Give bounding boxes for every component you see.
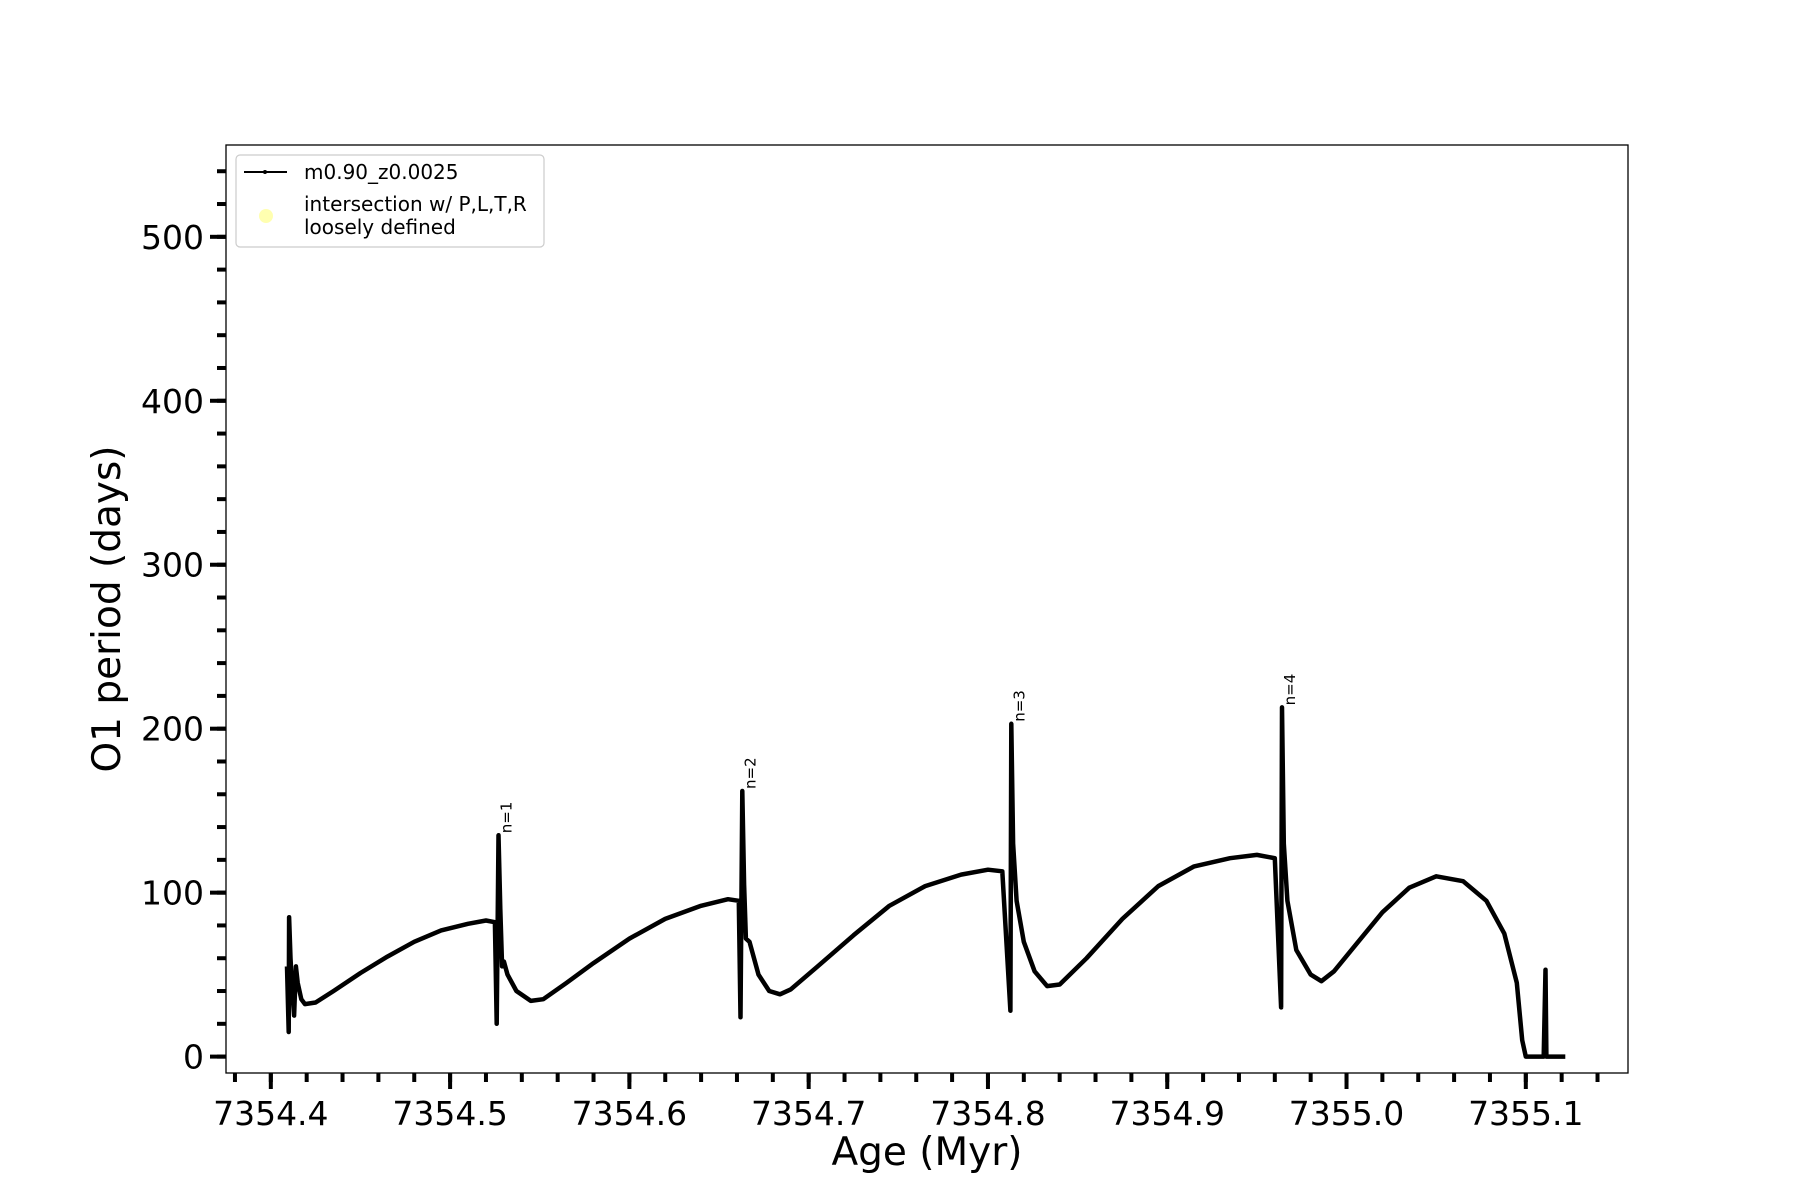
legend-entry-intersection-line2: loosely defined	[304, 215, 456, 239]
x-tick-label: 7354.9	[1110, 1094, 1225, 1133]
legend: m0.90_z0.0025 intersection w/ P,L,T,R lo…	[235, 154, 545, 248]
legend-entry-intersection-line1: intersection w/ P,L,T,R	[304, 192, 527, 216]
x-tick-label: 7354.4	[213, 1094, 328, 1133]
series-line	[284, 705, 1566, 1059]
x-tick-label: 7355.1	[1468, 1094, 1583, 1133]
y-tick-label: 400	[141, 382, 204, 421]
y-tick-label: 200	[141, 710, 204, 749]
x-tick-label: 7354.8	[930, 1094, 1045, 1133]
x-axis-label: Age (Myr)	[831, 1130, 1022, 1175]
y-axis-label: O1 period (days)	[85, 445, 130, 772]
annotation-label: n=1	[498, 802, 516, 834]
ticks: 7354.4 7354.5 7354.6 7354.7 7354.8 7354.9 7355…	[141, 169, 1600, 1133]
x-tick-label: 7354.5	[392, 1094, 507, 1133]
y-tick-label: 100	[141, 874, 204, 913]
legend-box	[235, 154, 545, 248]
annotation-label: n=4	[1281, 674, 1299, 706]
annotation-label: n=2	[741, 757, 759, 789]
legend-circle-marker	[259, 209, 273, 223]
annotation-label: n=3	[1010, 690, 1028, 722]
plot-area	[225, 144, 1629, 1074]
x-tick-label: 7354.6	[572, 1094, 687, 1133]
annotations: n=1 n=2 n=3 n=4	[498, 674, 1299, 834]
y-tick-label: 300	[141, 546, 204, 585]
x-tick-label: 7354.7	[751, 1094, 866, 1133]
y-tick-label: 500	[141, 218, 204, 257]
legend-entry-series: m0.90_z0.0025	[304, 160, 459, 184]
legend-dot-marker	[263, 170, 267, 174]
y-tick-label: 0	[183, 1038, 204, 1077]
x-tick-label: 7355.0	[1289, 1094, 1404, 1133]
